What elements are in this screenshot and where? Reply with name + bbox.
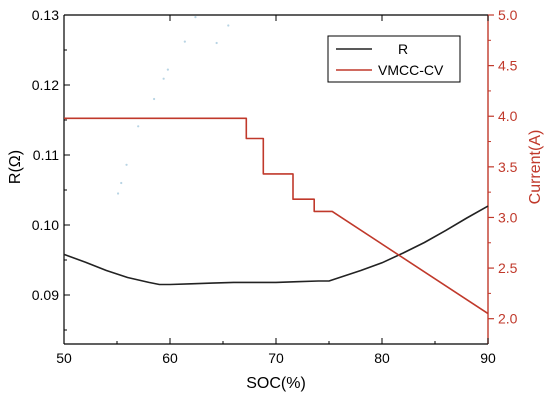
decor-dot — [137, 125, 140, 128]
y-left-tick-label: 0.11 — [33, 147, 59, 163]
y-left-tick-label: 0.10 — [32, 217, 59, 233]
decor-dot — [162, 77, 165, 80]
decor-dot — [215, 41, 218, 45]
decor-dot — [166, 68, 169, 71]
y-left-tick-label: 0.09 — [32, 287, 59, 303]
x-axis-title: SOC(%) — [246, 375, 306, 392]
series-line-vmcc-cv — [64, 117, 489, 315]
decor-dot — [120, 181, 123, 185]
series-line-r — [63, 205, 489, 286]
decor-dot — [153, 97, 156, 101]
x-tick-label: 50 — [56, 350, 72, 366]
legend-label-vmcc-cv: VMCC-CV — [378, 62, 444, 78]
y-left-tick-label: 0.13 — [32, 7, 59, 23]
x-tick-label: 60 — [162, 350, 178, 366]
decor-dot — [183, 40, 186, 43]
y-axis-left-title: R(Ω) — [7, 150, 24, 184]
y-right-tick-label: 2.0 — [498, 311, 518, 327]
x-tick-label: 70 — [268, 350, 284, 366]
series-layer — [63, 117, 489, 315]
y-right-tick-label: 4.5 — [498, 58, 518, 74]
decor-dot — [125, 163, 128, 166]
legend-label-r: R — [398, 41, 408, 57]
x-tick-label: 80 — [374, 350, 390, 366]
decor-dot — [116, 192, 120, 195]
y-right-tick-label: 3.5 — [498, 159, 518, 175]
legend-box — [327, 35, 461, 83]
x-tick-label: 90 — [480, 350, 496, 366]
legend: R VMCC-CV — [327, 35, 461, 83]
decor-dot — [227, 24, 230, 27]
axes-layer: 50 60 70 80 90 0.09 0.10 0.11 0.12 0.13 2.0 2.5 3.0 3… — [32, 7, 518, 366]
y-axis-right-title: Current(A) — [527, 130, 544, 205]
y-right-tick-label: 2.5 — [498, 260, 518, 276]
faint-dot-trail — [116, 16, 230, 195]
y-right-tick-label: 5.0 — [498, 7, 518, 23]
y-right-tick-label: 4.0 — [498, 108, 518, 124]
y-right-tick-label: 3.0 — [498, 209, 518, 225]
decor-dot — [194, 16, 197, 19]
y-left-tick-label: 0.12 — [32, 77, 59, 93]
